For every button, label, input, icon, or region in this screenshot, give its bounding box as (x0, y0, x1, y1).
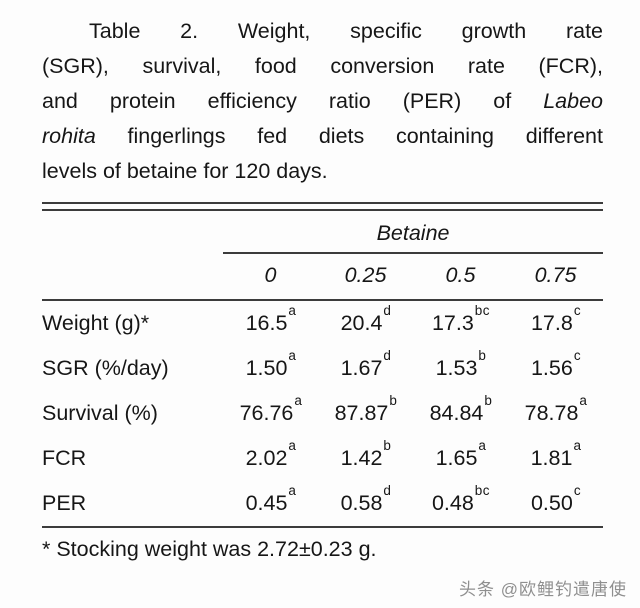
column-header-0: 0 (223, 253, 318, 301)
table-cell: 0.50c (508, 481, 604, 528)
cell-value: 1.42 (340, 446, 383, 471)
group-header-row: Betaine (42, 211, 604, 254)
cell-value: 17.8 (530, 311, 573, 336)
table-cell: 1.65a (413, 436, 508, 481)
cell-value: 1.50 (245, 356, 288, 381)
column-header-3: 0.75 (508, 253, 604, 301)
group-header-betaine: Betaine (223, 211, 604, 254)
species-name-part2: rohita (42, 124, 96, 148)
species-name-part1: Labeo (543, 89, 603, 113)
row-label: Weight (g)* (42, 311, 150, 335)
results-table: Betaine 0 0.25 0.5 0.75 Weight (g)* 16.5… (42, 211, 604, 528)
table-cell: 0.48bc (413, 481, 508, 528)
row-label: FCR (42, 446, 87, 470)
table-cell: 1.50a (223, 346, 318, 391)
column-header-spacer (42, 253, 223, 301)
table-row-survival: Survival (%) 76.76a 87.87b 84.84b 78.78a (42, 391, 603, 436)
cell-superscript: c (573, 483, 582, 499)
cell-value: 17.3 (431, 311, 474, 336)
table-cell: 2.02a (223, 436, 318, 481)
cell-superscript: bc (474, 483, 491, 499)
caption-line-3: and protein efficiency ratio (PER) of La… (42, 84, 603, 119)
cell-superscript: c (573, 303, 582, 319)
row-label: Survival (%) (42, 401, 158, 425)
cell-superscript: b (484, 393, 493, 409)
row-label: PER (42, 481, 223, 528)
table-cell: 20.4d (318, 300, 413, 346)
cell-value: 0.45 (245, 491, 288, 516)
cell-value: 1.53 (435, 356, 478, 381)
group-header-spacer (42, 211, 223, 253)
toutiao-watermark: 头条 @欧鲤钓遣唐使 (459, 580, 627, 599)
table-row-fcr: FCR 2.02a 1.42b 1.65a 1.81a (42, 436, 603, 481)
table-cell: 0.58d (318, 481, 413, 528)
table-cell: 17.3bc (413, 300, 508, 346)
cell-superscript: d (383, 303, 392, 319)
cell-superscript: a (294, 393, 303, 409)
table-row-sgr: SGR (%/day) 1.50a 1.67d 1.53b 1.56c (42, 346, 603, 391)
cell-superscript: a (288, 348, 297, 364)
table-cell: 84.84b (413, 391, 508, 436)
table-cell: 16.5a (223, 300, 318, 346)
cell-value: 0.58 (340, 491, 383, 516)
cell-value: 2.02 (245, 446, 288, 471)
table-cell: 87.87b (318, 391, 413, 436)
cell-value: 20.4 (340, 311, 383, 336)
caption-line-4: rohita fingerlings fed diets containing … (42, 119, 603, 154)
cell-value: 1.65 (435, 446, 478, 471)
cell-superscript: b (383, 438, 392, 454)
cell-value: 0.48 (431, 491, 474, 516)
cell-superscript: d (383, 483, 392, 499)
table-cell: 1.53b (413, 346, 508, 391)
table-footnote: * Stocking weight was 2.72±0.23 g. (42, 537, 377, 561)
table-top-double-rule (42, 202, 603, 211)
cell-value: 16.5 (245, 311, 288, 336)
table-cell: 0.45a (223, 481, 318, 528)
cell-superscript: b (389, 393, 398, 409)
cell-value: 1.67 (340, 356, 383, 381)
cell-superscript: a (478, 438, 487, 454)
cell-superscript: a (288, 303, 297, 319)
table-cell: 76.76a (223, 391, 318, 436)
table-caption: Table 2. Weight, specific growth rate (S… (42, 14, 603, 189)
table-cell: 78.78a (508, 391, 603, 436)
caption-line-3-text: and protein efficiency ratio (PER) of (42, 89, 512, 113)
cell-value: 1.81 (530, 446, 573, 471)
cell-superscript: a (288, 438, 297, 454)
row-label: SGR (%/day) (42, 356, 169, 380)
caption-line-5: levels of betaine for 120 days. (42, 159, 328, 183)
caption-line-4-text: fingerlings fed diets containing differe… (127, 124, 603, 148)
table-cell: 17.8c (508, 300, 603, 346)
column-header-1: 0.25 (318, 253, 413, 301)
column-header-2: 0.5 (413, 253, 508, 301)
cell-superscript: a (573, 438, 582, 454)
table-content-area: Table 2. Weight, specific growth rate (S… (42, 0, 604, 562)
table-cell: 1.67d (318, 346, 413, 391)
table-cell: 1.56c (508, 346, 603, 391)
cell-superscript: a (579, 393, 588, 409)
cell-value: 76.76 (239, 401, 294, 426)
cell-value: 0.50 (530, 491, 573, 516)
cell-value: 87.87 (334, 401, 389, 426)
cell-superscript: b (478, 348, 487, 364)
cell-value: 84.84 (429, 401, 484, 426)
caption-line-2: (SGR), survival, food conversion rate (F… (42, 54, 603, 78)
cell-superscript: bc (474, 303, 491, 319)
cell-superscript: c (573, 348, 582, 364)
table-row-per: PER 0.45a 0.58d 0.48bc 0.50c (42, 481, 604, 528)
cell-superscript: a (288, 483, 297, 499)
table-cell: 1.81a (508, 436, 603, 481)
table-cell: 1.42b (318, 436, 413, 481)
cell-value: 78.78 (524, 401, 579, 426)
table-row-weight: Weight (g)* 16.5a 20.4d 17.3bc 17.8c (42, 300, 603, 346)
cell-value: 1.56 (530, 356, 573, 381)
caption-line-1: Table 2. Weight, specific growth rate (89, 19, 603, 43)
column-header-row: 0 0.25 0.5 0.75 (42, 253, 604, 301)
cell-superscript: d (383, 348, 392, 364)
